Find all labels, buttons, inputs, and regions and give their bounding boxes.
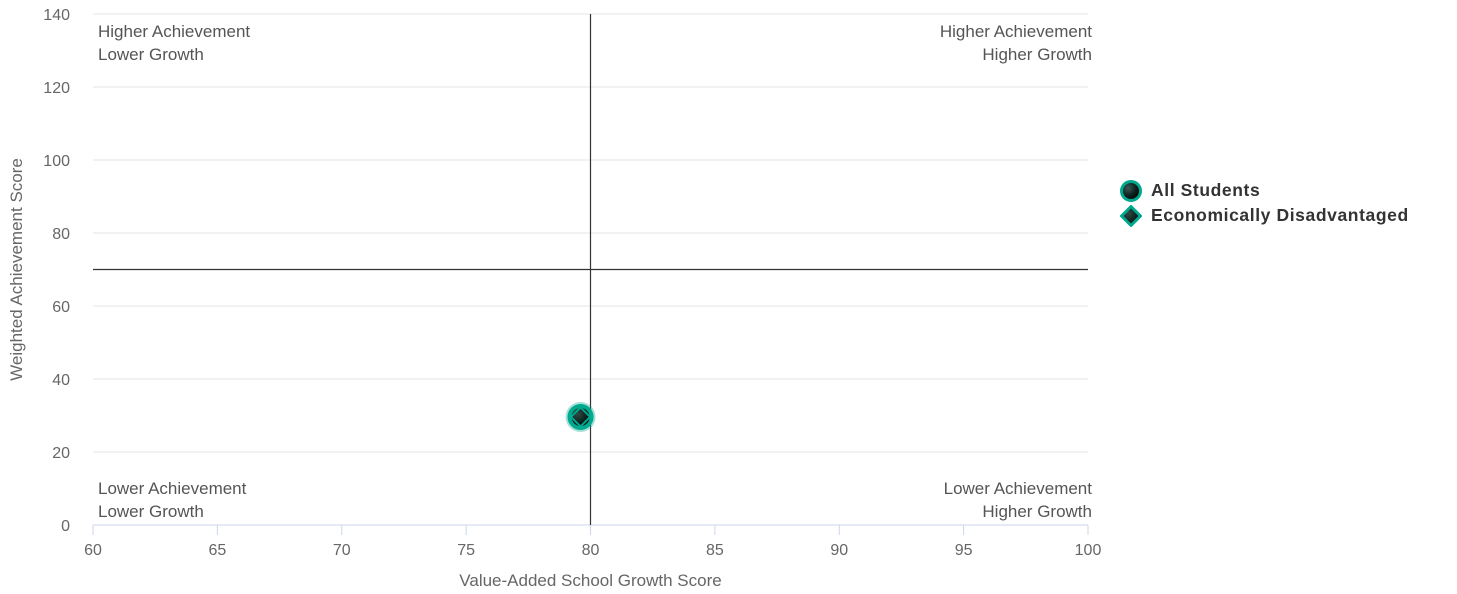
- quadrant-label-top-left: Higher Achievement: [98, 22, 250, 41]
- legend-item-all-students[interactable]: All Students: [1120, 178, 1409, 203]
- quadrant-label-bottom-left: Lower Growth: [98, 502, 204, 521]
- reference-lines: [93, 14, 1088, 525]
- legend: All Students Economically Disadvantaged: [1120, 178, 1409, 228]
- y-tick-label: 80: [52, 226, 70, 243]
- quadrant-label-top-right: Higher Growth: [982, 45, 1092, 64]
- x-axis-title: Value-Added School Growth Score: [459, 571, 721, 590]
- economically-disadvantaged-point: [570, 406, 592, 428]
- y-tick-label: 0: [61, 518, 70, 535]
- y-axis-title: Weighted Achievement Score: [7, 158, 26, 381]
- quadrant-label-top-right: Higher Achievement: [940, 22, 1092, 41]
- x-tick-label: 85: [706, 542, 724, 559]
- quadrant-labels: Higher Achievement Lower Growth Higher Ach…: [98, 22, 1092, 521]
- legend-label: Economically Disadvantaged: [1151, 205, 1409, 225]
- x-tick-label: 100: [1075, 542, 1102, 559]
- quadrant-label-top-left: Lower Growth: [98, 45, 204, 64]
- circle-marker-icon: [1120, 179, 1142, 202]
- x-tick-label: 90: [830, 542, 848, 559]
- x-tick-label: 65: [208, 542, 226, 559]
- y-tick-label: 120: [43, 80, 70, 97]
- quadrant-label-bottom-right: Lower Achievement: [944, 479, 1093, 498]
- y-tick-label: 60: [52, 299, 70, 316]
- legend-label: All Students: [1151, 180, 1261, 200]
- diamond-marker-icon: [1120, 204, 1142, 227]
- x-tick-label: 75: [457, 542, 475, 559]
- y-tick-label: 100: [43, 153, 70, 170]
- y-tick-label: 20: [52, 445, 70, 462]
- quadrant-label-bottom-left: Lower Achievement: [98, 479, 247, 498]
- data-points: [565, 401, 596, 432]
- quadrant-label-bottom-right: Higher Growth: [982, 502, 1092, 521]
- x-tick-label: 70: [333, 542, 351, 559]
- legend-item-economically-disadvantaged[interactable]: Economically Disadvantaged: [1120, 203, 1409, 228]
- x-tick-label: 60: [84, 542, 102, 559]
- y-tick-label: 40: [52, 372, 70, 389]
- axes: 0 20 40 60 80 100 120 140 60 65 70 75 80 85 90 95 100: [43, 7, 1101, 559]
- y-tick-label: 140: [43, 7, 70, 24]
- x-tick-label: 80: [582, 542, 600, 559]
- x-tick-label: 95: [955, 542, 973, 559]
